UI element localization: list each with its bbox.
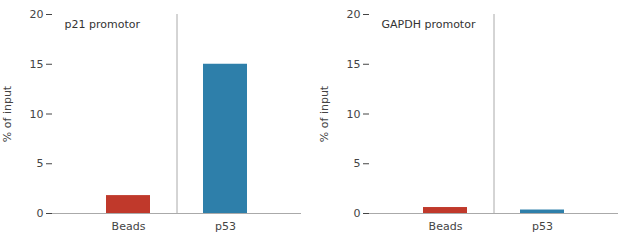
svg-text:% of input: % of input bbox=[1, 85, 14, 142]
svg-text:20: 20 bbox=[30, 8, 44, 21]
svg-text:p21 promotor: p21 promotor bbox=[65, 18, 141, 31]
svg-text:% of input: % of input bbox=[318, 85, 331, 142]
svg-text:0: 0 bbox=[37, 207, 44, 220]
svg-text:Beads: Beads bbox=[429, 220, 463, 233]
svg-text:0: 0 bbox=[354, 207, 361, 220]
svg-text:15: 15 bbox=[30, 58, 44, 71]
svg-text:p53: p53 bbox=[532, 220, 553, 233]
svg-text:5: 5 bbox=[37, 157, 44, 170]
svg-text:20: 20 bbox=[347, 8, 361, 21]
svg-text:5: 5 bbox=[354, 157, 361, 170]
svg-text:10: 10 bbox=[30, 108, 44, 121]
svg-text:10: 10 bbox=[347, 108, 361, 121]
svg-text:Beads: Beads bbox=[112, 220, 146, 233]
svg-text:p53: p53 bbox=[215, 220, 236, 233]
svg-text:GAPDH promotor: GAPDH promotor bbox=[382, 18, 476, 31]
svg-text:15: 15 bbox=[347, 58, 361, 71]
